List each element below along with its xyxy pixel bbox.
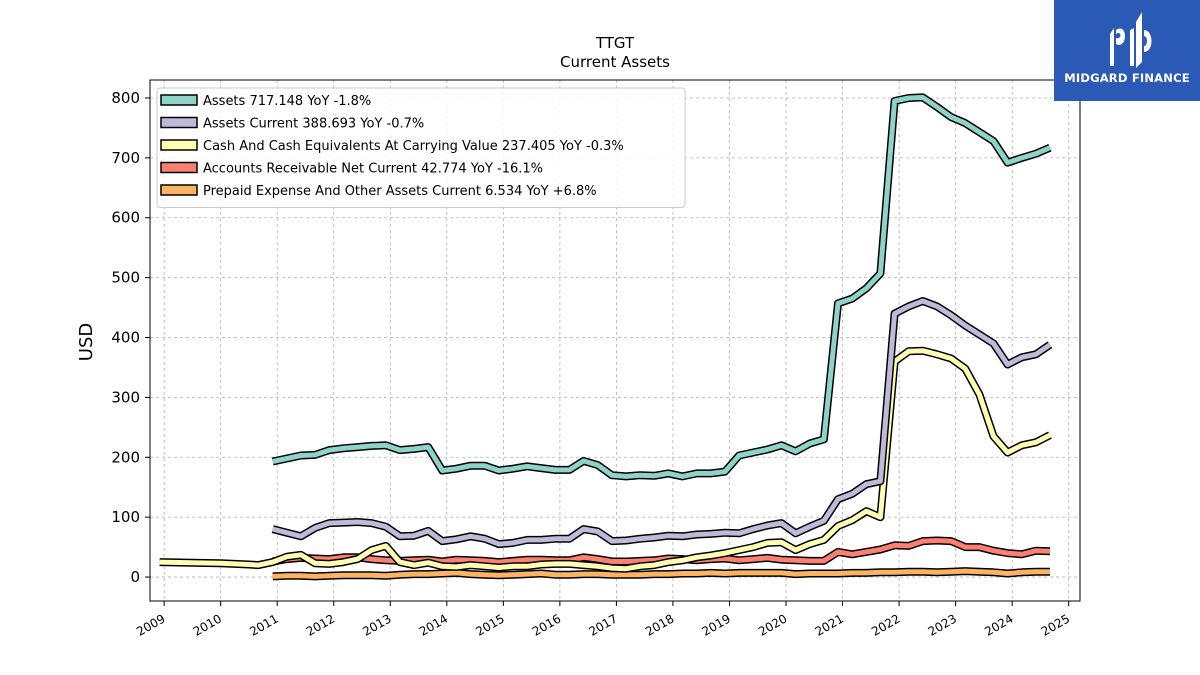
series-1 [271,297,1053,549]
x-tick-label: 2014 [417,611,450,638]
legend-entry: Prepaid Expense And Other Assets Current… [203,184,597,199]
y-tick-label: 800 [111,89,140,107]
x-tick-label: 2019 [700,611,733,638]
legend-entry: Assets 717.148 YoY -1.8% [203,94,371,109]
series-line [272,298,1052,547]
x-tick-label: 2022 [869,611,902,638]
series-0 [271,93,1052,481]
midgard-logo: MIDGARD FINANCE [1054,0,1200,101]
legend-entry: Assets Current 388.693 YoY -0.7% [203,117,424,132]
x-tick-label: 2025 [1039,611,1072,638]
y-tick-label: 500 [111,269,140,287]
legend-entry: Cash And Cash Equivalents At Carrying Va… [203,139,624,154]
legend-swatch [160,94,198,106]
series-line [159,348,1052,572]
y-tick-label: 400 [111,329,140,347]
x-tick-label: 2017 [586,611,619,638]
y-tick-label: 700 [111,149,140,167]
legend-swatch [160,161,198,174]
midgard-logo-icon [1054,0,1200,101]
series-4 [272,567,1050,581]
x-tick-label: 2011 [247,611,280,638]
legend-entry: Accounts Receivable Net Current 42.774 Y… [203,162,543,177]
legend-swatch [160,184,198,196]
series-line [272,94,1051,479]
y-axis-label: USD [76,323,97,361]
series-2 [159,346,1052,573]
x-tick-label: 2020 [756,611,789,638]
x-tick-label: 2021 [813,611,846,638]
y-tick-label: 0 [130,568,140,586]
legend-swatch [160,116,198,129]
legend-box [156,87,686,208]
logo-background [1054,0,1200,101]
legend-swatch [160,139,198,151]
x-tick-label: 2010 [191,611,224,638]
y-tick-label: 200 [111,448,140,466]
axis-ticks: 0 100 200 300 400 500 600 700 800 2009 2010 2011 201… [111,89,1072,639]
x-tick-label: 2018 [643,611,676,638]
logo-wordmark: MIDGARD FINANCE [1064,71,1190,85]
y-tick-label: 100 [111,508,140,526]
y-tick-label: 300 [111,388,140,406]
x-tick-label: 2023 [926,611,959,638]
x-tick-label: 2024 [982,611,1015,638]
x-tick-label: 2015 [473,611,506,638]
x-tick-label: 2009 [134,611,167,638]
chart-title: TTGT [595,34,635,52]
x-tick-label: 2013 [360,611,393,638]
plot-frame [149,79,1081,602]
series-layer [159,93,1053,581]
legend: Assets 717.148 YoY -1.8% Assets Current 3… [156,87,686,208]
chart-subtitle: Current Assets [560,53,670,71]
x-tick-label: 2012 [304,611,337,638]
series-line [272,568,1050,579]
y-tick-label: 600 [111,209,140,227]
x-tick-label: 2016 [530,611,563,638]
